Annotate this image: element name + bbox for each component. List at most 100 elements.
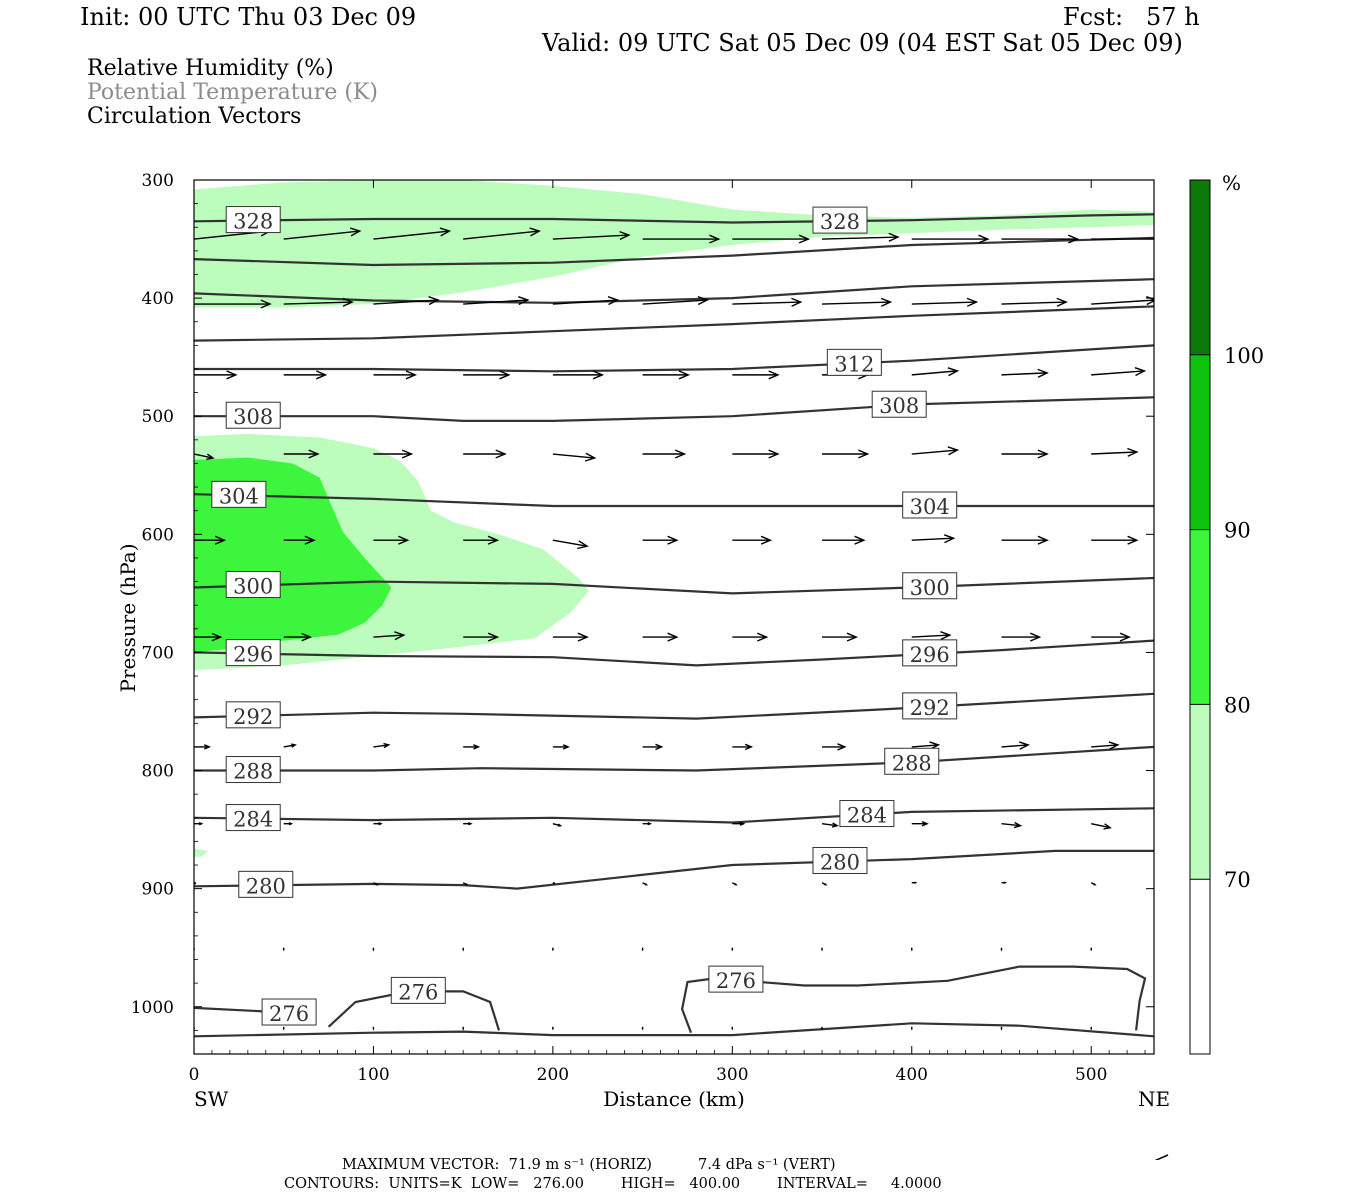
vector-0-7-shaft bbox=[822, 236, 899, 240]
vector-2-8 bbox=[911, 367, 960, 377]
vector-7-2-head bbox=[378, 822, 383, 826]
vector-3-4 bbox=[552, 452, 597, 462]
vector-0-3-shaft bbox=[463, 230, 540, 240]
vector-6-10-shaft bbox=[1091, 744, 1118, 748]
x-tick-label-200: 200 bbox=[537, 1065, 569, 1085]
isentrope-label-11a: 284 bbox=[233, 808, 273, 832]
isentrope-label-12a: 280 bbox=[246, 874, 286, 898]
y-tick-label-1000: 1000 bbox=[131, 998, 174, 1018]
vector-8-8 bbox=[911, 881, 918, 884]
colorbar-segment-0 bbox=[1190, 879, 1210, 1054]
colorbar: 70 80 90 100 bbox=[1189, 179, 1264, 1055]
vector-0-4-head bbox=[619, 230, 631, 241]
vector-1-5-head bbox=[697, 296, 709, 306]
isentrope-label-box-6b bbox=[902, 491, 958, 519]
vector-1-3-shaft bbox=[463, 299, 528, 305]
vector-9-2 bbox=[372, 947, 375, 952]
vector-10-6-head bbox=[731, 1027, 734, 1031]
vector-5-7-head bbox=[846, 632, 858, 642]
vector-9-6 bbox=[731, 947, 734, 952]
vector-7-9 bbox=[1001, 821, 1023, 829]
vector-1-5 bbox=[642, 296, 709, 306]
vector-5-2-head bbox=[394, 631, 406, 641]
vector-8-9 bbox=[1001, 881, 1007, 884]
vector-2-2-head bbox=[405, 370, 417, 380]
vector-9-6-head bbox=[731, 948, 734, 952]
vector-4-8-head bbox=[943, 534, 956, 544]
y-tick-label-400: 400 bbox=[142, 289, 174, 309]
isentrope-label-9b: 292 bbox=[910, 696, 950, 720]
vector-4-3-head bbox=[487, 535, 500, 545]
vector-1-4-shaft bbox=[552, 299, 618, 305]
colorbar-segment-4 bbox=[1190, 180, 1210, 355]
vector-3-10-head bbox=[1127, 447, 1139, 457]
vector-3-0-shaft bbox=[194, 453, 214, 459]
vector-5-0 bbox=[194, 632, 223, 642]
vector-7-9-head bbox=[1013, 821, 1023, 829]
isentrope-label-7b: 300 bbox=[910, 576, 950, 600]
vector-7-6-head bbox=[739, 821, 746, 826]
isentrope-label-10a: 288 bbox=[233, 760, 273, 784]
vector-1-8-head bbox=[966, 297, 979, 307]
isentrope-label-box-12b bbox=[812, 846, 868, 874]
vector-1-0 bbox=[194, 299, 272, 309]
isentrope-label-box-13a bbox=[261, 998, 317, 1026]
vector-2-0-head bbox=[226, 370, 238, 380]
vector-1-6 bbox=[732, 297, 803, 307]
colorbar-segment-2 bbox=[1190, 529, 1210, 705]
vector-2-2 bbox=[373, 370, 417, 380]
vector-3-8-shaft bbox=[911, 449, 958, 455]
vector-9-2-head bbox=[372, 948, 375, 952]
y-tick-label-600: 600 bbox=[142, 525, 174, 545]
vector-2-9-shaft bbox=[1001, 372, 1048, 376]
vector-5-4 bbox=[552, 632, 589, 642]
vector-6-10-head bbox=[1108, 741, 1120, 750]
vector-6-9-head bbox=[1018, 741, 1030, 750]
vector-8-10 bbox=[1090, 882, 1097, 886]
vector-3-7 bbox=[822, 449, 870, 459]
isentrope-label-6b: 304 bbox=[910, 495, 950, 519]
vector-4-2-head bbox=[398, 535, 410, 545]
vector-6-10 bbox=[1091, 741, 1120, 750]
vector-2-9 bbox=[1001, 368, 1049, 378]
vector-6-1-head bbox=[291, 743, 297, 748]
vector-9-4-head bbox=[551, 948, 554, 952]
vector-7-6 bbox=[732, 821, 746, 826]
vector-3-1-head bbox=[308, 449, 320, 459]
rh-region-70-0 bbox=[194, 180, 1154, 308]
vector-6-8-head bbox=[929, 741, 941, 750]
vector-2-6 bbox=[732, 370, 780, 380]
y-tick-label-300: 300 bbox=[142, 171, 174, 191]
vector-5-10-head bbox=[1119, 632, 1131, 642]
vector-8-7 bbox=[821, 882, 828, 886]
vector-9-1 bbox=[282, 947, 285, 952]
x-axis-title: Distance (km) bbox=[603, 1087, 745, 1111]
vector-9-10-head bbox=[1090, 948, 1093, 952]
vector-2-4-head bbox=[592, 370, 605, 380]
vector-9-8 bbox=[910, 947, 913, 952]
vector-6-3 bbox=[463, 744, 481, 750]
vector-1-9-head bbox=[1056, 297, 1068, 307]
colorbar-label-80: 80 bbox=[1224, 693, 1251, 717]
vector-4-9 bbox=[1001, 535, 1049, 545]
x-tick-label-300: 300 bbox=[716, 1065, 748, 1085]
vector-0-1-head bbox=[349, 227, 362, 237]
vector-8-6 bbox=[731, 882, 738, 886]
vector-2-8-shaft bbox=[911, 370, 958, 376]
vector-9-3 bbox=[462, 947, 465, 952]
isentrope-label-box-10a bbox=[225, 756, 281, 784]
vector-7-10-head bbox=[1103, 823, 1112, 830]
vector-1-2-shaft bbox=[373, 299, 439, 305]
x-tick-label-100: 100 bbox=[357, 1065, 389, 1085]
vector-9-5 bbox=[641, 947, 644, 952]
vector-8-6-head bbox=[734, 883, 738, 886]
valid-time: Valid: 09 UTC Sat 05 Dec 09 (04 EST Sat … bbox=[542, 29, 1183, 57]
vector-2-10-head bbox=[1134, 367, 1147, 377]
vector-10-2 bbox=[372, 1026, 375, 1031]
isentrope-label-0b: 328 bbox=[820, 210, 860, 234]
vector-7-4-head bbox=[557, 823, 563, 827]
y-tick-label-900: 900 bbox=[142, 880, 174, 900]
vector-8-3 bbox=[462, 882, 469, 886]
vector-7-8-head bbox=[921, 820, 929, 827]
isentrope-label-box-9a bbox=[225, 701, 281, 729]
